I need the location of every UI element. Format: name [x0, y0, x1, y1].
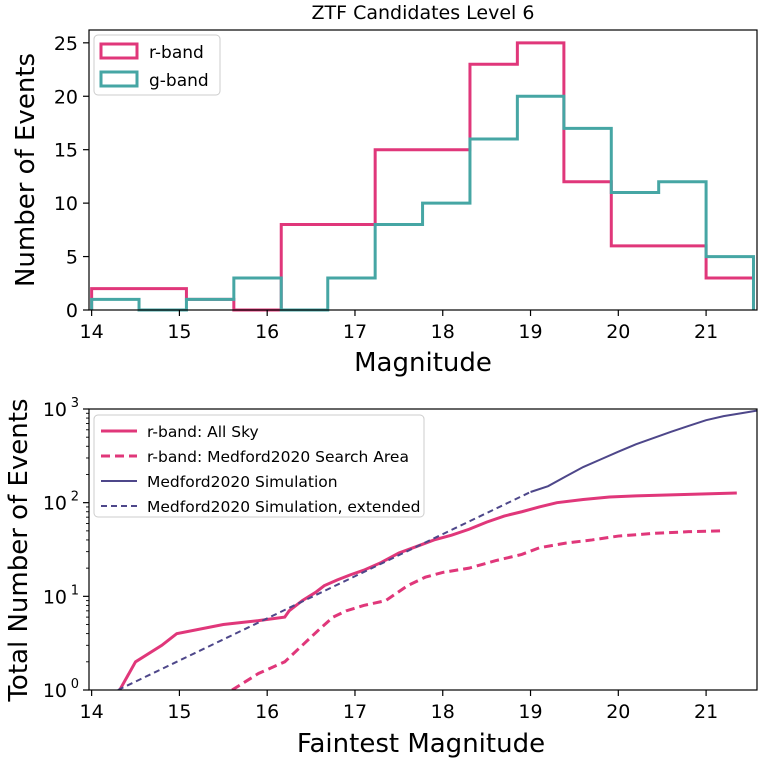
y-tick-exponent: 1 [71, 583, 79, 598]
y-tick-label: 10 [54, 193, 78, 215]
series-r-band-all-sky [118, 491, 737, 690]
y-tick-label: 15 [54, 140, 78, 162]
g-band-bar-7 [423, 203, 470, 310]
cumulative-y-ticks: 10 0 10 1 10 2 10 3 [43, 396, 89, 702]
x-tick-label: 14 [80, 701, 104, 723]
g-band-bar-3 [234, 278, 281, 310]
x-tick-label: 14 [80, 321, 104, 343]
x-tick-label: 19 [518, 701, 542, 723]
y-tick-label: 20 [54, 86, 78, 108]
x-tick-label: 20 [606, 321, 630, 343]
histogram-x-label: Magnitude [354, 348, 492, 378]
y-tick-label: 10 [43, 399, 67, 421]
legend-swatch-g-band [99, 70, 139, 88]
cumulative-axes-frame [88, 408, 758, 691]
x-tick-label: 16 [255, 321, 279, 343]
histogram-y-label: Number of Events [11, 53, 41, 287]
y-tick-label: 10 [43, 586, 67, 608]
cumulative-x-ticks: 14 15 16 17 18 19 20 21 [80, 690, 718, 723]
g-band-bar-13 [706, 257, 753, 310]
legend-label-r-band-medford2020-search-area: r-band: Medford2020 Search Area [147, 448, 409, 466]
x-tick-label: 21 [694, 701, 718, 723]
g-band-bar-10 [564, 128, 611, 310]
histogram-x-ticks: 14 15 16 17 18 19 20 21 [80, 310, 718, 343]
g-band-bar-0 [92, 299, 139, 310]
legend-box [93, 34, 221, 96]
y-tick-label: 5 [66, 247, 78, 269]
x-tick-label: 20 [606, 701, 630, 723]
cumulative-panel: 14 15 16 17 18 19 20 21 10 0 10 1 10 2 10 3 Faintest M… [4, 396, 758, 759]
g-band-bar-8 [470, 139, 517, 310]
y-tick-label: 0 [66, 300, 78, 322]
x-tick-label: 21 [694, 321, 718, 343]
cumulative-legend: r-band: All Sky r-band: Medford2020 Searc… [93, 414, 425, 518]
cumulative-x-label: Faintest Magnitude [297, 729, 545, 759]
legend-label-g-band: g-band [149, 71, 209, 91]
legend-swatch-r-band [99, 42, 139, 60]
cumulative-y-label: Total Number of Events [4, 398, 34, 702]
legend-box [93, 414, 425, 518]
y-tick-label: 10 [43, 680, 67, 702]
histogram-panel: ZTF Candidates Level 6 14 15 16 17 18 19 20 21 … [11, 2, 758, 378]
g-band-bar-2 [186, 299, 233, 310]
series-medford2020-simulation-extended [117, 491, 531, 690]
g-band-bar-6 [375, 225, 422, 310]
series-medford2020-simulation [530, 409, 757, 493]
g-band-step-outline [90, 94, 755, 312]
histogram-bars [90, 41, 755, 312]
x-tick-label: 17 [343, 321, 367, 343]
x-tick-label: 19 [518, 321, 542, 343]
legend-label-medford2020-simulation-extended: Medford2020 Simulation, extended [147, 498, 421, 516]
x-tick-label: 15 [167, 701, 191, 723]
x-tick-label: 18 [431, 321, 455, 343]
histogram-title: ZTF Candidates Level 6 [312, 2, 535, 24]
cumulative-lines [117, 409, 757, 690]
series-r-band-medford2020-search-area [231, 529, 722, 690]
series-g-band [90, 94, 755, 312]
g-band-bar-5 [328, 278, 375, 310]
x-tick-label: 18 [431, 701, 455, 723]
y-tick-exponent: 3 [71, 396, 79, 411]
legend-label-medford2020-simulation: Medford2020 Simulation [147, 473, 338, 491]
x-tick-label: 16 [255, 701, 279, 723]
legend-label-r-band: r-band [149, 43, 204, 63]
g-band-bar-11 [611, 192, 658, 310]
g-band-bar-12 [659, 182, 706, 310]
r-band-bar-3 [281, 225, 328, 310]
y-tick-exponent: 0 [71, 677, 79, 692]
histogram-legend: r-band g-band [93, 34, 221, 96]
y-tick-label: 10 [43, 493, 67, 515]
y-tick-label: 25 [54, 33, 78, 55]
g-band-bar-9 [517, 96, 564, 310]
x-tick-label: 15 [167, 321, 191, 343]
x-tick-label: 17 [343, 701, 367, 723]
histogram-axes-frame [88, 29, 758, 311]
histogram-y-ticks: 0 5 10 15 20 25 [54, 33, 89, 322]
legend-label-r-band-all-sky: r-band: All Sky [147, 423, 259, 441]
y-tick-exponent: 2 [71, 490, 79, 505]
